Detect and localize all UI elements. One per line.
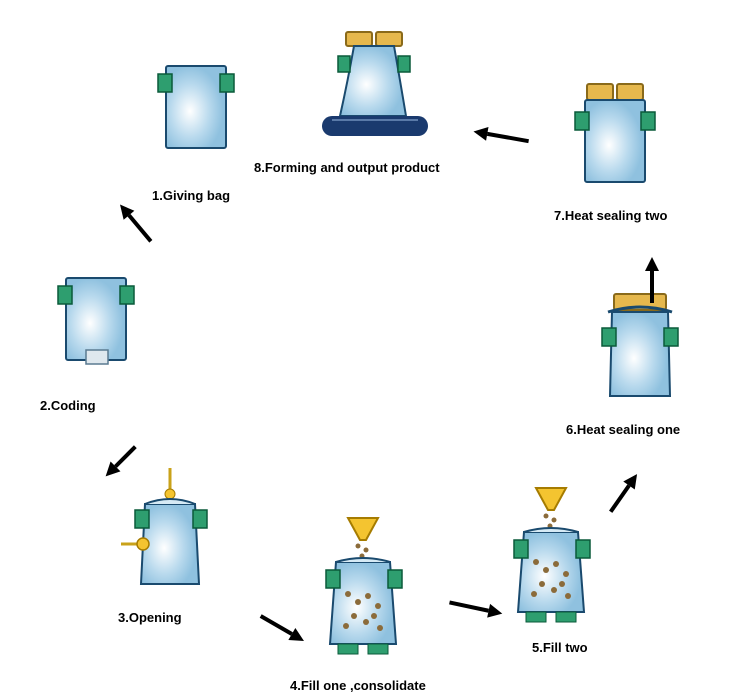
arrow-6-7 (628, 256, 676, 314)
step-8-output (310, 30, 440, 155)
step-1-giving-bag (148, 52, 240, 167)
label-step-6: 6.Heat sealing one (566, 422, 680, 437)
arrow-4-5 (438, 582, 504, 632)
arrow-3-4 (246, 594, 310, 658)
arrow-5-6 (592, 468, 650, 526)
label-step-7: 7.Heat sealing two (554, 208, 667, 223)
step-2-coding (48, 264, 140, 379)
label-step-3: 3.Opening (118, 610, 182, 625)
arrow-2-3 (96, 430, 152, 486)
step-4-fill-one (308, 516, 418, 671)
step-5-fill-two (498, 486, 606, 639)
arrow-1-2 (108, 196, 168, 256)
step-3-opening (115, 466, 225, 603)
step-7-heat-seal-two (565, 82, 665, 199)
label-step-2: 2.Coding (40, 398, 96, 413)
arrow-7-8 (470, 112, 540, 162)
label-step-5: 5.Fill two (532, 640, 588, 655)
label-step-8: 8.Forming and output product (254, 160, 440, 175)
